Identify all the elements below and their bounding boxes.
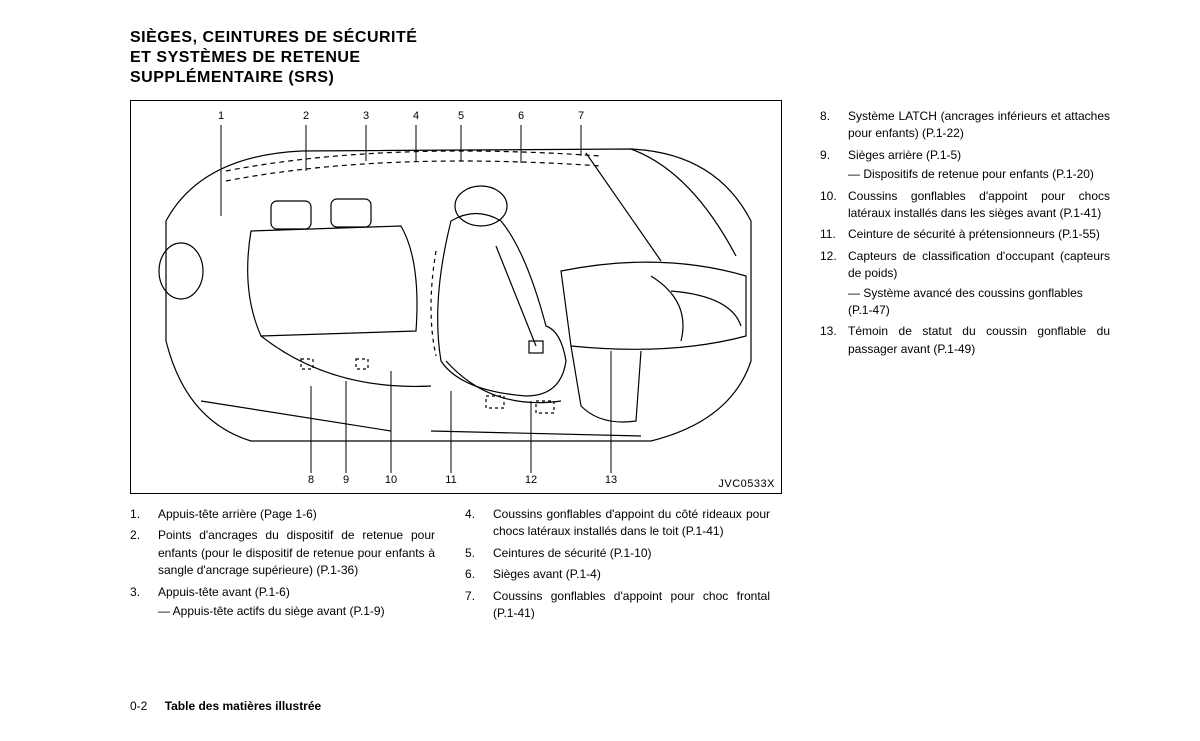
svg-text:8: 8 [308, 474, 314, 486]
page-number: 0-2 [130, 699, 147, 713]
title-line: ET SYSTÈMES DE RETENUE [130, 49, 361, 66]
footer-label: Table des matières illustrée [165, 699, 322, 713]
svg-text:2: 2 [303, 110, 309, 122]
legend-item: Coussins gonflables d'appoint pour choc … [465, 588, 770, 623]
legend-item: Capteurs de classification d'occupant (c… [820, 248, 1110, 320]
diagram-figure: 12345678910111213 JVC0533X [130, 100, 782, 494]
car-interior-diagram: 12345678910111213 [131, 101, 781, 493]
section-title: SIÈGES, CEINTURES DE SÉCURITÉ ET SYSTÈME… [130, 28, 1120, 88]
legend-item: Coussins gonflables d'appoint pour chocs… [820, 188, 1110, 223]
legend-item: Témoin de statut du coussin gonflable du… [820, 323, 1110, 358]
legend-list-left: Appuis-tête arrière (Page 1-6) Points d'a… [130, 506, 435, 620]
svg-text:13: 13 [605, 474, 617, 486]
legend-item: Appuis-tête avant (P.1-6)Appuis-tête act… [130, 584, 435, 621]
svg-text:9: 9 [343, 474, 349, 486]
legend-item: Sièges avant (P.1-4) [465, 566, 770, 583]
svg-text:6: 6 [518, 110, 524, 122]
legend-item: Système LATCH (ancrages inférieurs et at… [820, 108, 1110, 143]
svg-text:7: 7 [578, 110, 584, 122]
figure-id: JVC0533X [718, 478, 775, 490]
page-footer: 0-2 Table des matières illustrée [130, 699, 321, 713]
legend-list-right: Système LATCH (ancrages inférieurs et at… [820, 108, 1110, 358]
svg-text:1: 1 [218, 110, 224, 122]
legend-item: Appuis-tête arrière (Page 1-6) [130, 506, 435, 523]
legend-item: Points d'ancrages du dispositif de reten… [130, 527, 435, 579]
svg-text:3: 3 [363, 110, 369, 122]
svg-text:11: 11 [445, 474, 456, 486]
legend-item: Coussins gonflables d'appoint du côté ri… [465, 506, 770, 541]
legend-item: Ceinture de sécurité à prétensionneurs (… [820, 226, 1110, 243]
title-line: SIÈGES, CEINTURES DE SÉCURITÉ [130, 29, 417, 46]
svg-text:4: 4 [413, 110, 419, 122]
svg-text:5: 5 [458, 110, 464, 122]
svg-text:12: 12 [525, 474, 537, 486]
title-line: SUPPLÉMENTAIRE (SRS) [130, 69, 334, 86]
legend-item: Ceintures de sécurité (P.1-10) [465, 545, 770, 562]
svg-text:10: 10 [385, 474, 397, 486]
legend-item: Sièges arrière (P.1-5)Dispositifs de ret… [820, 147, 1110, 184]
legend-list-mid: Coussins gonflables d'appoint du côté ri… [465, 506, 770, 622]
